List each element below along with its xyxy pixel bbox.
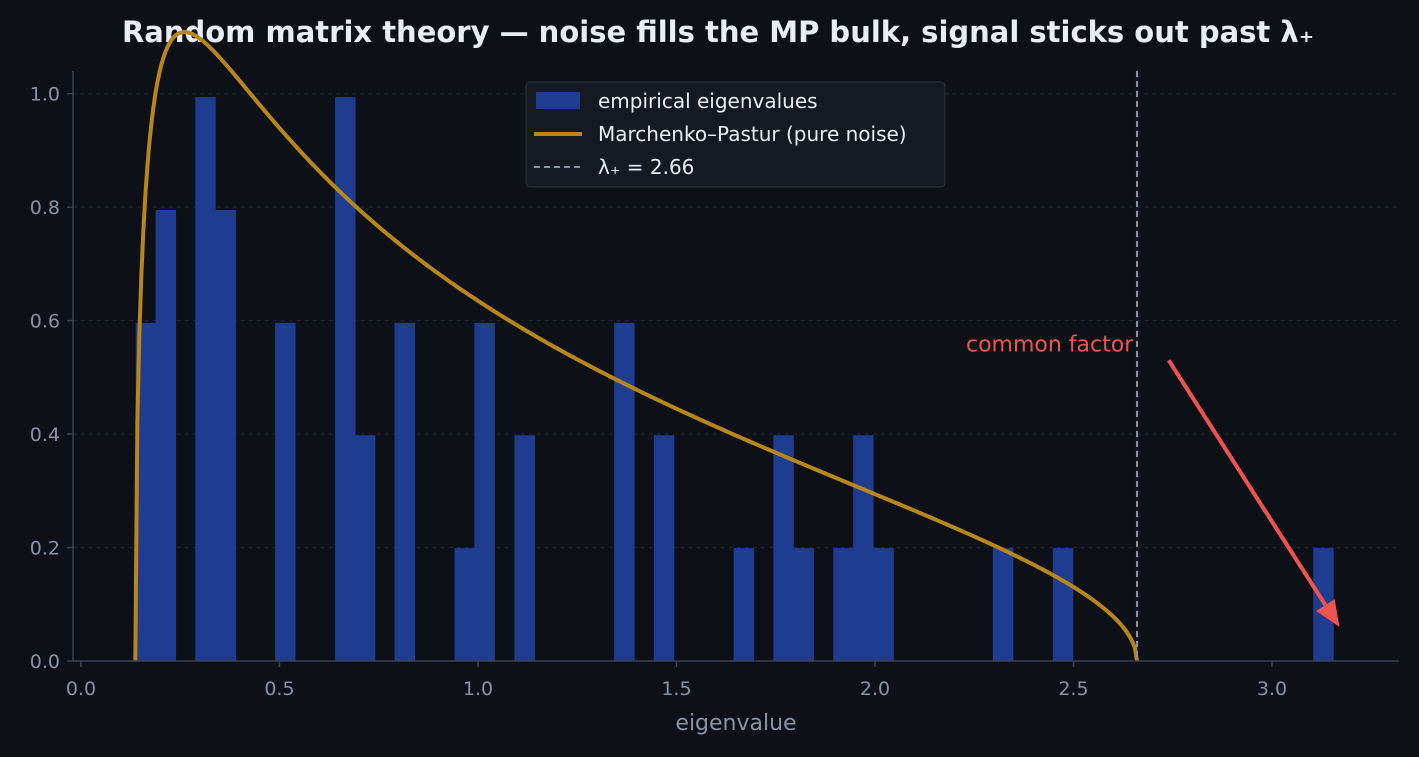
histogram-bar	[614, 322, 635, 661]
histogram-bar	[833, 548, 854, 661]
histogram-bar	[275, 322, 296, 661]
histogram-bar	[733, 548, 755, 661]
chart-title: Random matrix theory — noise fills the M…	[122, 15, 1314, 49]
histogram-bar	[394, 322, 416, 661]
grid-lines	[73, 93, 1399, 549]
histogram-bars	[135, 97, 1334, 662]
annotation: common factor	[966, 332, 1340, 627]
ticks: 0.0 0.5 1.0 1.5 2.0 2.5 3.0 0.0 0.2 0.4 0.6 0.8 1.0	[30, 84, 1287, 700]
legend-box	[525, 81, 946, 188]
y-tick-label: 0.2	[30, 538, 60, 560]
legend-swatch-histogram	[536, 92, 580, 109]
histogram-bar	[335, 97, 356, 662]
mp-curve	[133, 30, 1139, 662]
y-tick-label: 0.4	[30, 424, 60, 446]
x-tick-label: 2.5	[1058, 678, 1088, 700]
x-tick-label: 1.0	[463, 678, 493, 700]
x-tick-label: 0.5	[264, 678, 294, 700]
histogram-bar	[514, 435, 535, 661]
legend: empirical eigenvalues Marchenko–Pastur (p…	[525, 81, 946, 188]
histogram-bar	[215, 209, 236, 661]
annotation-arrowhead	[1316, 599, 1340, 627]
x-tick-label: 2.0	[860, 678, 890, 700]
histogram-bar	[195, 97, 216, 662]
x-axis-label: eigenvalue	[675, 711, 796, 736]
histogram-bar	[135, 322, 157, 661]
histogram-bar	[992, 548, 1014, 661]
legend-label-histogram: empirical eigenvalues	[598, 89, 818, 113]
histogram-bar	[1052, 548, 1074, 661]
annotation-arrow	[1167, 359, 1328, 607]
y-tick-label: 0.6	[30, 311, 60, 333]
x-tick-label: 3.0	[1257, 678, 1287, 700]
x-tick-label: 1.5	[661, 678, 691, 700]
histogram-bar	[354, 435, 376, 661]
histogram-bar	[793, 548, 815, 661]
histogram-bar	[653, 435, 675, 661]
histogram-bar	[454, 548, 475, 661]
histogram-bar	[155, 209, 177, 661]
histogram-bar	[474, 322, 495, 661]
y-tick-label: 0.0	[30, 651, 60, 673]
histogram-bar	[873, 548, 894, 661]
axes	[72, 71, 1399, 662]
histogram-bar	[853, 435, 874, 661]
y-tick-label: 0.8	[30, 197, 60, 219]
legend-label-mp: Marchenko–Pastur (pure noise)	[598, 122, 907, 146]
histogram-bar	[773, 435, 794, 661]
y-tick-label: 1.0	[30, 84, 60, 106]
x-tick-label: 0.0	[66, 678, 96, 700]
annotation-label: common factor	[966, 332, 1134, 357]
legend-label-threshold: λ₊ = 2.66	[598, 155, 694, 179]
